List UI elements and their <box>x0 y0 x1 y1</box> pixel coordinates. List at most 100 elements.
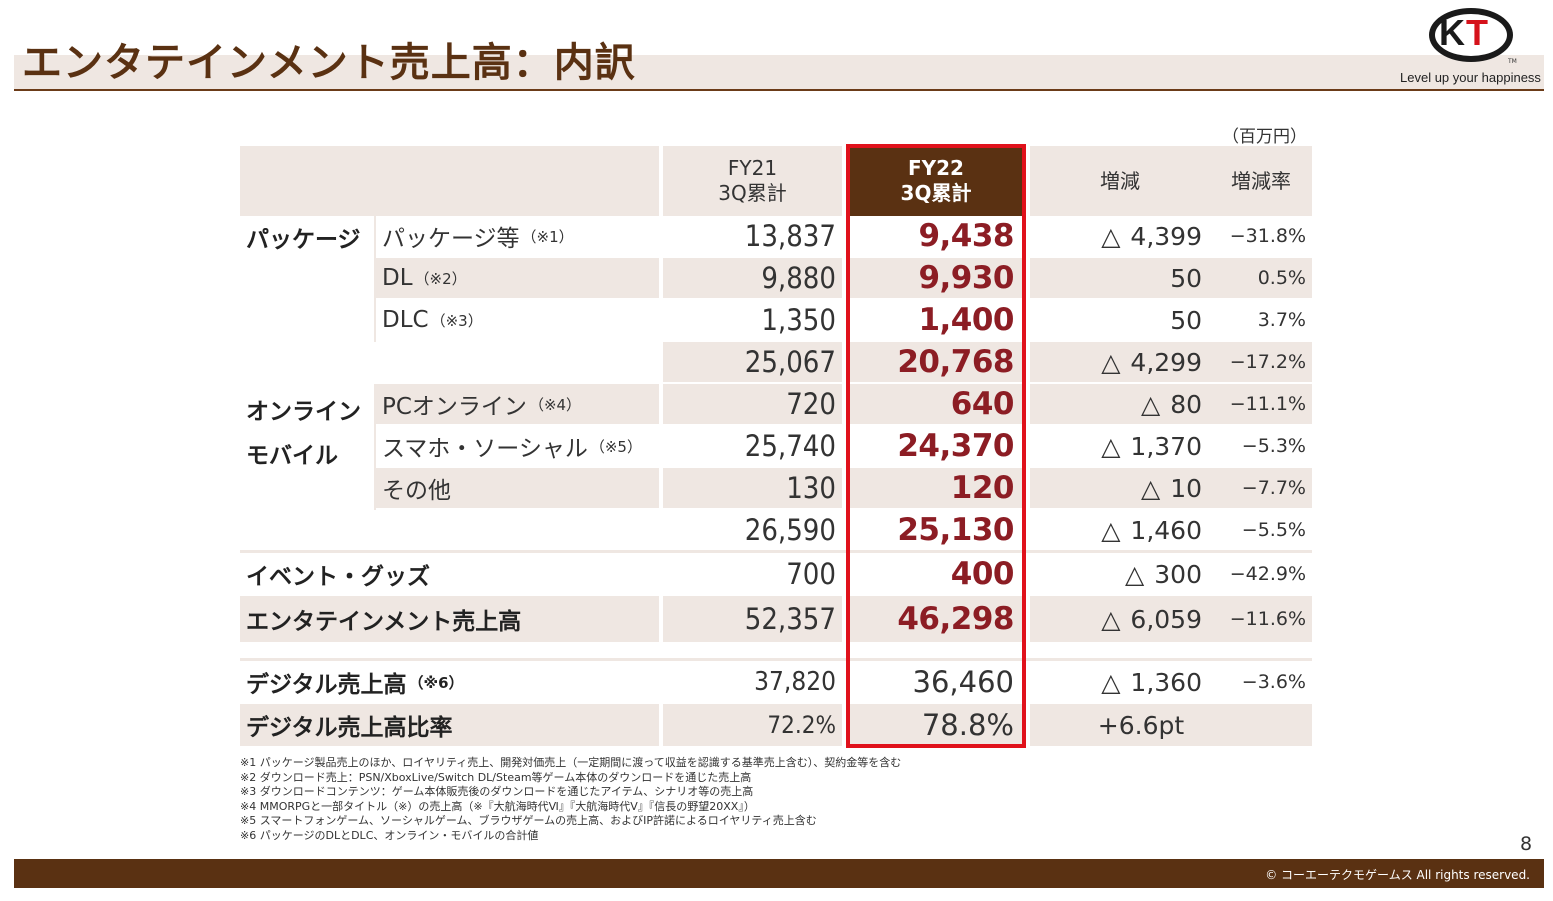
row-digital-label: デジタル売上高 （※6） <box>240 662 659 702</box>
decrease-triangle-icon: △ <box>1140 389 1161 419</box>
decrease-triangle-icon: △ <box>1125 559 1145 589</box>
note-ref-3: （※3） <box>430 311 483 330</box>
change-ent-total: △ 6,059 <box>1030 596 1210 642</box>
rate-package-total: −17.2% <box>1210 342 1312 382</box>
online-subtotal-blank <box>240 510 659 550</box>
header-fy21-line1: FY21 <box>727 156 778 180</box>
note-ref-4: （※4） <box>528 395 582 414</box>
decrease-triangle-icon: △ <box>1101 431 1121 461</box>
row-other-label: その他 <box>376 468 659 508</box>
note-ref-6: （※6） <box>408 673 464 692</box>
change-package-total: △ 4,299 <box>1030 342 1210 382</box>
package-subtotal-blank <box>240 342 659 382</box>
row-dl-label: DL （※2） <box>376 258 659 298</box>
fy21-ent-total: 52,357 <box>663 596 842 642</box>
header-fy22: FY22 3Q累計 <box>850 146 1022 216</box>
page-number: 8 <box>1520 833 1533 855</box>
change-digital-value: 1,360 <box>1130 667 1202 697</box>
fy22-digital: 36,460 <box>850 662 1022 702</box>
change-other: △ 10 <box>1030 468 1210 508</box>
label-digital: デジタル売上高 <box>246 672 407 698</box>
change-smartphone-value: 1,370 <box>1130 431 1202 461</box>
divider-online <box>374 384 376 510</box>
note-ref-5: （※5） <box>589 437 642 456</box>
row-event-label: イベント・グッズ <box>240 554 659 594</box>
header-fy22-line1: FY22 <box>908 156 964 180</box>
trademark: TM <box>1508 58 1517 65</box>
change-package-total-value: 4,299 <box>1130 347 1202 377</box>
rate-package: −31.8% <box>1210 216 1312 256</box>
change-dl: 50 <box>1030 258 1210 298</box>
fy21-dlc: 1,350 <box>663 300 842 340</box>
fy21-online-total: 26,590 <box>663 510 842 550</box>
group-online-mobile: オンライン モバイル <box>240 384 374 510</box>
label-smartphone: スマホ・ソーシャル <box>382 436 588 462</box>
fy21-event: 700 <box>663 554 842 594</box>
rate-dl: 0.5% <box>1210 258 1312 298</box>
note-ref-1: （※1） <box>521 227 574 246</box>
fy21-digital-ratio: 72.2% <box>663 704 842 746</box>
change-online-total: △ 1,460 <box>1030 510 1210 550</box>
row-smartphone-label: スマホ・ソーシャル （※5） <box>376 426 659 466</box>
group-mobile-label: モバイル <box>246 443 338 469</box>
label-dl: DL <box>382 265 413 291</box>
footnote-3: ※3 ダウンロードコンテンツ：ゲーム本体販売後のダウンロードを通じたアイテム、シ… <box>240 785 754 799</box>
rate-other: −7.7% <box>1210 468 1312 508</box>
fy21-digital: 37,820 <box>663 662 842 702</box>
footnote-6: ※6 パッケージのDLとDLC、オンライン・モバイルの合計値 <box>240 828 539 842</box>
change-event: △ 300 <box>1030 554 1210 594</box>
group-package: パッケージ <box>240 216 374 258</box>
decrease-triangle-icon: △ <box>1101 347 1121 377</box>
fy22-package: 9,438 <box>850 216 1022 256</box>
footnote-5: ※5 スマートフォンゲーム、ソーシャルゲーム、ブラウザゲームの売上高、およびIP… <box>240 814 817 828</box>
fy22-other: 120 <box>850 468 1022 508</box>
rate-pc-online: −11.1% <box>1210 384 1312 424</box>
page-title: エンタテインメント売上高：内訳 <box>22 40 636 86</box>
fy22-package-total: 20,768 <box>850 342 1022 382</box>
tagline: Level up your happiness <box>1400 70 1541 85</box>
title-band <box>14 55 1544 91</box>
footnote-2: ※2 ダウンロード売上：PSN/XboxLive/Switch DL/Steam… <box>240 770 752 784</box>
row-package-label: パッケージ等 （※1） <box>376 216 659 256</box>
fy21-pc-online: 720 <box>663 384 842 424</box>
fy22-ent-total: 46,298 <box>850 596 1022 642</box>
row-separator <box>240 550 1312 553</box>
row-separator <box>240 658 1312 661</box>
change-digital: △ 1,360 <box>1030 662 1210 702</box>
group-online-label: オンライン <box>246 399 361 425</box>
decrease-triangle-icon: △ <box>1101 667 1121 697</box>
change-pc-online-value: 80 <box>1170 389 1202 419</box>
rate-smartphone: −5.3% <box>1210 426 1312 466</box>
unit-label: （百万円） <box>1222 127 1307 147</box>
label-other: その他 <box>382 478 451 504</box>
note-ref-2: （※2） <box>414 269 467 288</box>
fy22-digital-ratio: 78.8% <box>850 704 1022 746</box>
row-digital-ratio-label: デジタル売上高比率 <box>240 704 659 746</box>
decrease-triangle-icon: △ <box>1101 221 1121 251</box>
fy22-dlc: 1,400 <box>850 300 1022 340</box>
header-change-label: 増減 <box>1100 168 1140 193</box>
logo-letter-k: K <box>1439 12 1465 53</box>
fy22-pc-online: 640 <box>850 384 1022 424</box>
fy21-smartphone: 25,740 <box>663 426 842 466</box>
rate-ent-total: −11.6% <box>1210 596 1312 642</box>
label-pc-online: PCオンライン <box>382 394 527 420</box>
change-smartphone: △ 1,370 <box>1030 426 1210 466</box>
footnote-4: ※4 MMORPGと一部タイトル（※）の売上高（※『大航海時代Ⅵ』『大航海時代Ⅴ… <box>240 799 755 813</box>
header-rate: 増減率 <box>1210 146 1312 216</box>
footnotes: ※1 パッケージ製品売上のほか、ロイヤリティ売上、開発対価売上（一定期間に渡って… <box>240 756 901 844</box>
change-package: △ 4,399 <box>1030 216 1210 256</box>
header-change: 増減 <box>1030 146 1210 216</box>
change-online-total-value: 1,460 <box>1130 515 1202 545</box>
footer-bar: © コーエーテクモゲームス All rights reserved. <box>14 859 1544 888</box>
header-fy21: FY21 3Q累計 <box>663 146 842 216</box>
fy22-event: 400 <box>850 554 1022 594</box>
header-fy21-line2: 3Q累計 <box>718 181 787 205</box>
fy21-dl: 9,880 <box>663 258 842 298</box>
change-dlc: 50 <box>1030 300 1210 340</box>
logo-letter-t: T <box>1466 12 1488 53</box>
fy22-online-total: 25,130 <box>850 510 1022 550</box>
label-package: パッケージ等 <box>382 226 520 252</box>
change-pc-online: △ 80 <box>1030 384 1210 424</box>
decrease-triangle-icon: △ <box>1101 515 1121 545</box>
